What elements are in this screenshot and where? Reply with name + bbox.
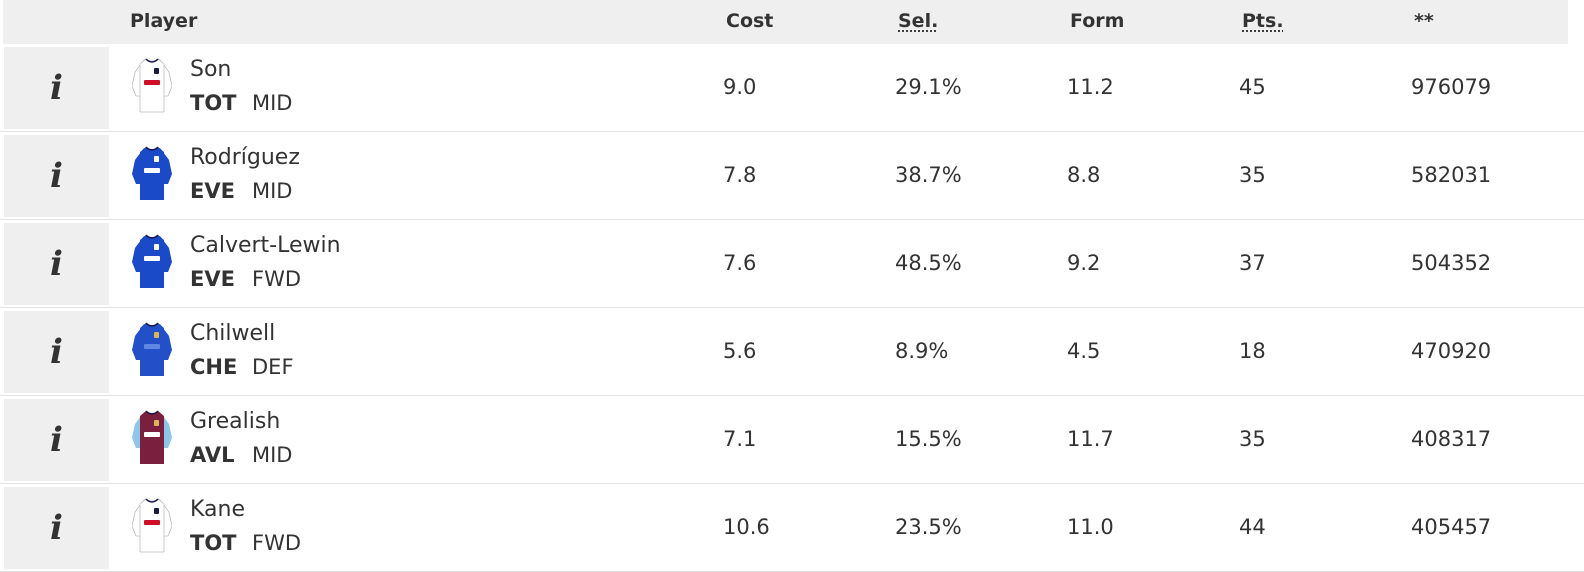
info-icon: i <box>50 156 63 196</box>
cost-value: 7.1 <box>723 427 757 451</box>
table-row: i Calvert-Lewin EVE FWD 7.6 48.5% 9.2 37… <box>0 220 1584 308</box>
che-shirt-icon <box>132 322 172 376</box>
player-position: MID <box>252 179 293 203</box>
form-value: 11.2 <box>1067 75 1114 99</box>
tot-shirt-icon <box>132 58 172 113</box>
player-info-button[interactable]: i <box>4 47 109 129</box>
cost-value: 5.6 <box>723 339 757 363</box>
points-value: 44 <box>1239 515 1266 539</box>
selected-value: 15.5% <box>895 427 962 451</box>
avl-shirt-icon <box>132 410 172 464</box>
player-info-button[interactable]: i <box>4 135 109 217</box>
selected-value: 38.7% <box>895 163 962 187</box>
player-team: EVE <box>190 267 235 291</box>
tot-shirt-icon <box>132 498 172 553</box>
eve-shirt-icon <box>132 146 172 200</box>
player-position: MID <box>252 443 293 467</box>
form-value: 4.5 <box>1067 339 1101 363</box>
cost-value: 9.0 <box>723 75 757 99</box>
table-row: i Grealish AVL MID 7.1 15.5% 11.7 35 408… <box>0 396 1584 484</box>
player-position: MID <box>252 91 293 115</box>
player-team: CHE <box>190 355 238 379</box>
info-icon: i <box>50 420 63 460</box>
form-value: 9.2 <box>1067 251 1101 275</box>
points-value: 35 <box>1239 163 1266 187</box>
info-icon: i <box>50 244 63 284</box>
player-position: DEF <box>252 355 294 379</box>
selected-value: 23.5% <box>895 515 962 539</box>
table-header: Player Cost Sel. Form Pts. ** <box>3 0 1568 44</box>
cost-value: 10.6 <box>723 515 770 539</box>
player-position: FWD <box>252 531 302 555</box>
player-info-button[interactable]: i <box>4 311 109 393</box>
points-value: 45 <box>1239 75 1266 99</box>
points-value: 37 <box>1239 251 1266 275</box>
header-form[interactable]: Form <box>1070 10 1125 32</box>
player-team: EVE <box>190 179 235 203</box>
table-row: i Son TOT MID 9.0 29.1% 11.2 45 976079 <box>0 44 1584 132</box>
eve-shirt-icon <box>132 234 172 288</box>
cost-value: 7.8 <box>723 163 757 187</box>
extra-value: 582031 <box>1411 163 1492 187</box>
player-info-button[interactable]: i <box>4 223 109 305</box>
selected-value: 8.9% <box>895 339 949 363</box>
header-selected[interactable]: Sel. <box>898 10 939 32</box>
header-points[interactable]: Pts. <box>1242 10 1284 32</box>
extra-value: 405457 <box>1411 515 1492 539</box>
header-extra[interactable]: ** <box>1414 10 1434 32</box>
player-name[interactable]: Son <box>190 57 232 82</box>
info-icon: i <box>50 332 63 372</box>
player-team: TOT <box>190 531 237 555</box>
player-info-button[interactable]: i <box>4 399 109 481</box>
form-value: 8.8 <box>1067 163 1101 187</box>
player-team: TOT <box>190 91 237 115</box>
table-body: i Son TOT MID 9.0 29.1% 11.2 45 976079 i <box>0 44 1584 572</box>
player-position: FWD <box>252 267 302 291</box>
player-team: AVL <box>190 443 235 467</box>
player-name[interactable]: Grealish <box>190 409 281 434</box>
info-icon: i <box>50 68 63 108</box>
extra-value: 470920 <box>1411 339 1492 363</box>
extra-value: 408317 <box>1411 427 1492 451</box>
points-value: 35 <box>1239 427 1266 451</box>
form-value: 11.7 <box>1067 427 1114 451</box>
points-value: 18 <box>1239 339 1266 363</box>
cost-value: 7.6 <box>723 251 757 275</box>
info-icon: i <box>50 508 63 548</box>
player-name[interactable]: Chilwell <box>190 321 276 346</box>
player-name[interactable]: Rodríguez <box>190 145 300 170</box>
table-row: i Kane TOT FWD 10.6 23.5% 11.0 44 405457 <box>0 484 1584 572</box>
player-name[interactable]: Calvert-Lewin <box>190 233 341 258</box>
table-row: i Rodríguez EVE MID 7.8 38.7% 8.8 35 582… <box>0 132 1584 220</box>
table-row: i Chilwell CHE DEF 5.6 8.9% 4.5 18 47092… <box>0 308 1584 396</box>
form-value: 11.0 <box>1067 515 1114 539</box>
extra-value: 976079 <box>1411 75 1492 99</box>
selected-value: 48.5% <box>895 251 962 275</box>
selected-value: 29.1% <box>895 75 962 99</box>
player-name[interactable]: Kane <box>190 497 245 522</box>
header-cost[interactable]: Cost <box>726 10 774 32</box>
player-info-button[interactable]: i <box>4 487 109 569</box>
header-player[interactable]: Player <box>130 10 198 32</box>
extra-value: 504352 <box>1411 251 1492 275</box>
